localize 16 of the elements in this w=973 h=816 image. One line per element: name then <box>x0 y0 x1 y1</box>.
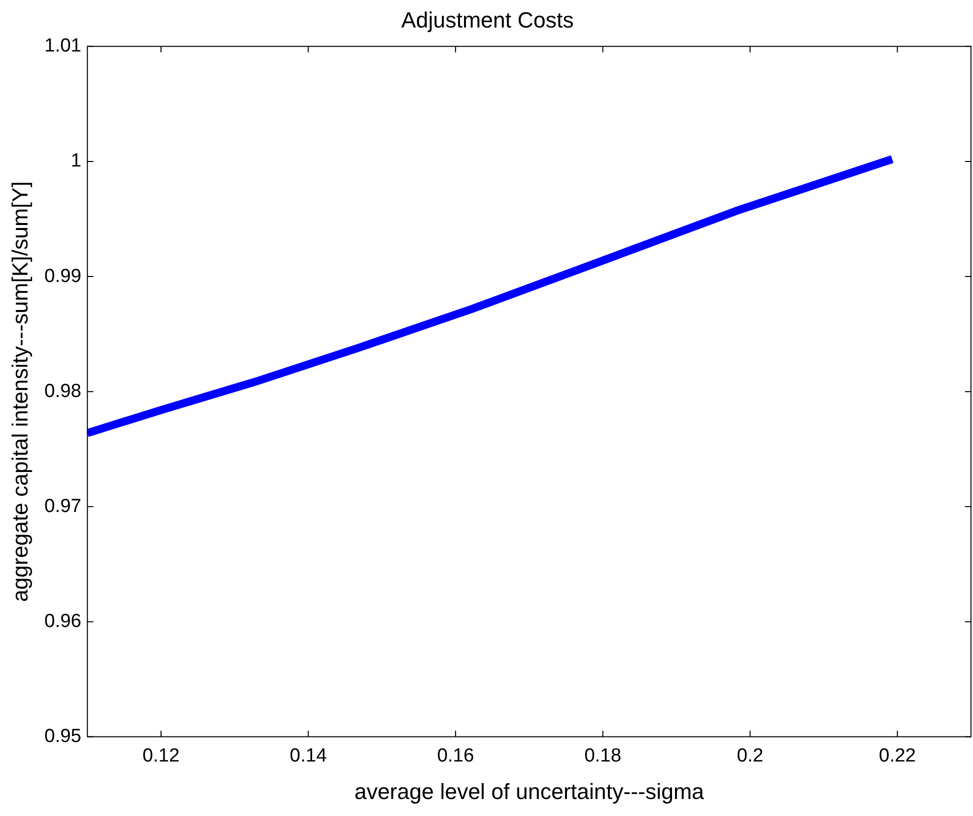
y-tick-label: 0.98 <box>44 380 82 402</box>
x-tick-label: 0.2 <box>736 745 764 766</box>
y-tick-label: 1.01 <box>44 36 82 57</box>
y-axis-title: aggregate capital intensity---sum[K]/sum[Y] <box>7 181 32 602</box>
x-tick-label: 0.16 <box>437 745 474 766</box>
y-tick-label: 1 <box>70 150 82 172</box>
y-tick-label: 0.96 <box>44 610 82 632</box>
x-tick-label: 0.18 <box>584 745 622 766</box>
y-tick-label: 0.99 <box>44 266 82 287</box>
x-tick-label: 0.14 <box>290 745 328 766</box>
y-tick-label: 0.95 <box>44 726 82 748</box>
x-tick-label: 0.22 <box>878 745 916 766</box>
x-axis-title: average level of uncertainty---sigma <box>354 778 705 804</box>
x-tick-label: 0.12 <box>142 745 180 766</box>
chart-title: Adjustment Costs <box>401 7 574 32</box>
y-tick-label: 0.97 <box>44 496 82 517</box>
